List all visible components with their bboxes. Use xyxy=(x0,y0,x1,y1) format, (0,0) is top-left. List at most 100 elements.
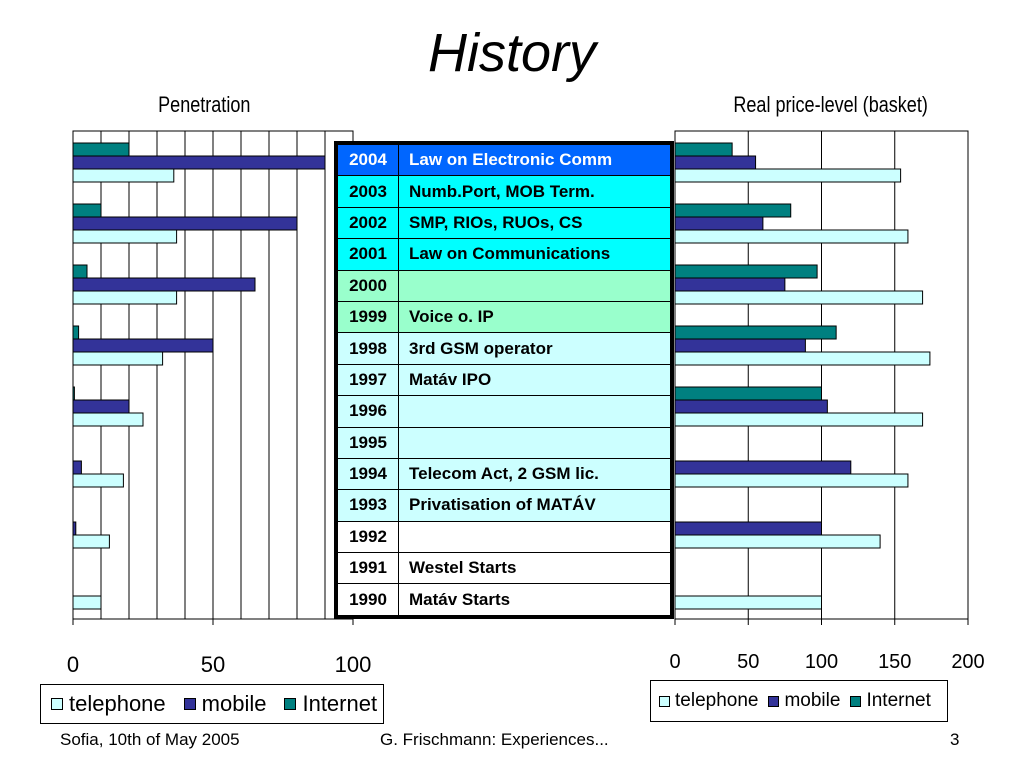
telephone-swatch xyxy=(51,698,63,710)
footer-venue: Sofia, 10th of May 2005 xyxy=(60,730,240,749)
bar-mobile-1996 xyxy=(72,399,130,414)
slide-title: History xyxy=(427,23,596,83)
bar-mobile-2000 xyxy=(72,277,256,292)
x-tick-label: 100 xyxy=(805,651,838,673)
mobile-swatch xyxy=(768,695,780,707)
timeline-row: 1993 Privatisation of MATÁV xyxy=(337,489,671,522)
timeline-year: 1991 xyxy=(337,552,399,585)
bar-mobile-2002 xyxy=(72,216,298,231)
timeline-year: 1997 xyxy=(337,363,399,397)
bar-mobile-2004 xyxy=(674,155,757,170)
bar-telephone-1992 xyxy=(674,534,881,549)
timeline-event: Privatisation of MATÁV xyxy=(398,489,671,522)
bar-telephone-1994 xyxy=(72,473,124,488)
bar-mobile-1994 xyxy=(674,460,852,475)
timeline-event: Numb.Port, MOB Term. xyxy=(398,175,671,208)
bar-internet-1998 xyxy=(674,325,837,340)
timeline-event: Telecom Act, 2 GSM lic. xyxy=(398,457,671,491)
legend-label: Internet xyxy=(302,691,378,716)
legend-item-telephone: telephone xyxy=(51,691,166,717)
timeline-row: 1991 Westel Starts xyxy=(337,552,671,585)
bar-internet-1996 xyxy=(72,386,75,401)
timeline-row: 1995 xyxy=(337,426,671,459)
bar-mobile-2002 xyxy=(674,216,764,231)
legend-item-internet: Internet xyxy=(850,690,931,712)
bar-telephone-2004 xyxy=(674,168,902,183)
bar-internet-2000 xyxy=(72,264,88,279)
timeline-year: 1994 xyxy=(337,457,399,491)
timeline-year: 2000 xyxy=(337,269,399,302)
bar-mobile-1996 xyxy=(674,399,828,414)
timeline-event: SMP, RIOs, RUOs, CS xyxy=(398,206,671,240)
bar-mobile-1992 xyxy=(72,521,77,536)
x-tick-label: 50 xyxy=(201,652,225,677)
timeline-event: Voice o. IP xyxy=(398,300,671,334)
bar-internet-1996 xyxy=(674,386,822,401)
bar-telephone-1990 xyxy=(72,595,102,610)
bar-telephone-1992 xyxy=(72,534,110,549)
page-number: 3 xyxy=(950,730,960,749)
timeline-year: 2002 xyxy=(337,206,399,240)
timeline-event: Matáv Starts xyxy=(398,583,671,616)
timeline-event xyxy=(398,395,671,428)
timeline-row: 2003 Numb.Port, MOB Term. xyxy=(337,175,671,208)
x-tick-label: 100 xyxy=(335,652,372,677)
timeline-event: 3rd GSM operator xyxy=(398,332,671,365)
bar-mobile-1994 xyxy=(72,460,82,475)
legend-item-mobile: mobile xyxy=(768,690,840,712)
x-tick-label: 0 xyxy=(67,652,79,677)
timeline-year: 1996 xyxy=(337,395,399,428)
bar-telephone-1998 xyxy=(72,351,164,366)
timeline-year: 2001 xyxy=(337,238,399,271)
penetration-chart-title: Penetration xyxy=(158,92,251,117)
bar-telephone-1990 xyxy=(674,595,822,610)
bar-mobile-2004 xyxy=(72,155,326,170)
bar-telephone-1996 xyxy=(72,412,144,427)
bar-internet-2004 xyxy=(674,142,733,157)
bar-telephone-2000 xyxy=(72,290,178,305)
bar-telephone-2004 xyxy=(72,168,175,183)
timeline-row: 1994 Telecom Act, 2 GSM lic. xyxy=(337,457,671,491)
timeline-event xyxy=(398,426,671,459)
bar-internet-2000 xyxy=(674,264,818,279)
footer-author: G. Frischmann: Experiences... xyxy=(380,730,609,749)
legend-item-internet: Internet xyxy=(284,691,377,717)
timeline-row: 1999 Voice o. IP xyxy=(337,300,671,334)
timeline-year: 1999 xyxy=(337,300,399,334)
bar-telephone-2002 xyxy=(72,229,178,244)
timeline-year: 1993 xyxy=(337,489,399,522)
legend-label: telephone xyxy=(69,691,166,716)
price-chart-title: Real price-level (basket) xyxy=(733,92,928,117)
bar-internet-2004 xyxy=(72,142,130,157)
timeline-row: 2004 Law on Electronic Comm xyxy=(337,143,671,177)
bar-mobile-2000 xyxy=(674,277,786,292)
timeline-row: 1992 xyxy=(337,520,671,554)
bar-internet-2002 xyxy=(674,203,792,218)
timeline-event xyxy=(398,269,671,302)
timeline-year: 1995 xyxy=(337,426,399,459)
penetration-legend: telephone mobile Internet xyxy=(40,684,384,724)
bar-telephone-1998 xyxy=(674,351,931,366)
telephone-swatch xyxy=(659,695,670,707)
x-tick-label: 200 xyxy=(951,651,984,673)
bar-internet-1998 xyxy=(72,325,80,340)
bar-internet-2002 xyxy=(72,203,102,218)
mobile-swatch xyxy=(183,698,196,710)
timeline-row: 2002 SMP, RIOs, RUOs, CS xyxy=(337,206,671,240)
bar-mobile-1998 xyxy=(674,338,806,353)
timeline-row: 2000 xyxy=(337,269,671,302)
timeline-event xyxy=(398,520,671,554)
bar-mobile-1998 xyxy=(72,338,214,353)
timeline-year: 1990 xyxy=(337,583,399,616)
timeline-year: 2003 xyxy=(337,175,399,208)
x-tick-label: 0 xyxy=(669,651,680,673)
bar-telephone-1994 xyxy=(674,473,909,488)
bar-telephone-2000 xyxy=(674,290,924,305)
timeline-year: 1992 xyxy=(337,520,399,554)
timeline-year: 1998 xyxy=(337,332,399,365)
x-tick-label: 150 xyxy=(878,651,911,673)
timeline-year: 2004 xyxy=(337,143,399,177)
timeline-table: 2004 Law on Electronic Comm 2003 Numb.Port,… xyxy=(334,141,674,619)
legend-item-telephone: telephone xyxy=(659,690,758,712)
bar-telephone-1996 xyxy=(674,412,924,427)
